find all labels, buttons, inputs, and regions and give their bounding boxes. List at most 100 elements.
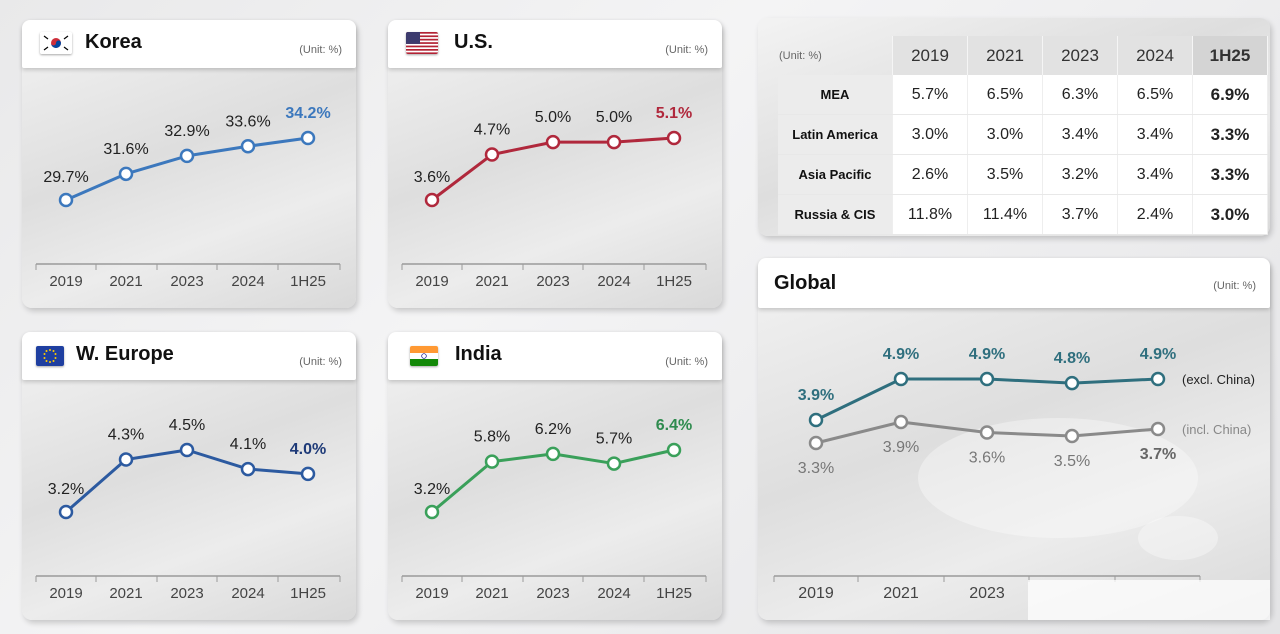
table-cell: 6.9% (1192, 75, 1268, 115)
korea-title: Korea (85, 31, 142, 53)
data-label: 5.1% (656, 105, 692, 122)
data-label: 4.9% (883, 346, 919, 363)
x-tick-label: 2024 (231, 273, 264, 290)
data-label: 32.9% (164, 123, 209, 140)
data-label: 29.7% (43, 169, 88, 186)
column-header: 1H25 (1192, 36, 1268, 75)
table-cell: 6.5% (967, 75, 1043, 115)
region-name: Russia & CIS (778, 194, 893, 235)
table-cell: 11.4% (967, 194, 1043, 235)
data-label: 3.9% (883, 439, 919, 456)
table-cell: 3.0% (1192, 194, 1268, 235)
data-label: 3.9% (798, 387, 834, 404)
data-point (118, 166, 134, 182)
table-cell: 11.8% (892, 194, 968, 235)
x-tick-label: 1H25 (290, 585, 326, 602)
x-tick-label: 1H25 (656, 585, 692, 602)
data-point (979, 425, 995, 440)
us-header: U.S. (Unit: %) (388, 20, 722, 68)
data-point (240, 139, 256, 154)
global-title: Global (774, 272, 837, 294)
data-point (545, 446, 561, 462)
table-row: Russia & CIS 11.8% 11.4% 3.7% 2.4% 3.0% (778, 194, 1268, 235)
region-growth-table: (Unit: %) 2019 2021 2023 2024 1H25 MEA 5… (778, 36, 1268, 235)
data-point (606, 134, 622, 150)
table-cell: 5.7% (892, 75, 968, 115)
global-chart: 3.9% 4.9% 4.9% 4.8% 4.9% (excl. China) 3.3% 3.9… (773, 346, 1270, 620)
x-tick-label: 2023 (536, 273, 569, 290)
india-chart: 2019 2021 2023 2024 1H25 3.2% 5.8% 6.2% 5.7% 6.4% (401, 417, 707, 602)
us-panel: U.S. (Unit: %) 2019 2021 2023 2024 1H25 3.6% 4… (388, 20, 722, 308)
x-tick-label: 2019 (415, 273, 448, 290)
table-row: Latin America 3.0% 3.0% 3.4% 3.4% 3.3% (778, 114, 1268, 155)
india-unit: (Unit: %) (665, 356, 708, 368)
data-label: 4.7% (474, 122, 510, 139)
data-point (179, 442, 195, 458)
data-point (1150, 421, 1166, 437)
weurope-title: W. Europe (76, 343, 174, 365)
x-tick-label: 2024 (231, 585, 264, 602)
korea-header: Korea (Unit: %) (22, 20, 356, 68)
data-point (424, 192, 440, 208)
x-tick-label: 2021 (883, 585, 919, 602)
data-point (118, 452, 134, 467)
table-cell: 3.3% (1192, 114, 1268, 155)
x-tick-label: 2023 (969, 585, 1005, 602)
data-point (606, 456, 622, 471)
global-header: Global (Unit: %) (758, 258, 1270, 308)
weurope-unit: (Unit: %) (299, 356, 342, 368)
table-cell: 2.4% (1117, 194, 1193, 235)
data-label: 4.1% (230, 436, 266, 453)
table-cell: 6.3% (1042, 75, 1118, 115)
table-cell: 3.3% (1192, 154, 1268, 195)
data-label: 3.6% (969, 450, 1005, 467)
data-point (424, 504, 440, 520)
us-unit: (Unit: %) (665, 44, 708, 56)
data-point (179, 148, 195, 164)
x-tick-label: 1H25 (290, 273, 326, 290)
data-label: 3.5% (1054, 453, 1090, 470)
table-cell: 3.4% (1117, 114, 1193, 155)
x-tick-label: 1H25 (656, 273, 692, 290)
table-cell: 2.6% (892, 154, 968, 195)
column-header: 2021 (967, 36, 1043, 75)
data-label: 5.0% (535, 109, 571, 126)
table-row: MEA 5.7% 6.5% 6.3% 6.5% 6.9% (778, 75, 1268, 115)
x-tick-label: 2024 (597, 273, 630, 290)
india-panel: India (Unit: %) 2019 2021 2023 2024 1H25 3.2%… (388, 332, 722, 620)
data-label: 4.9% (1140, 346, 1176, 363)
x-tick-label: 2019 (49, 585, 82, 602)
korea-flag-icon (40, 32, 72, 54)
data-point (893, 414, 909, 430)
korea-chart: 2019 2021 2023 2024 1H25 29.7% 31.6% 32.9% 33.6%… (35, 105, 341, 290)
data-point (666, 442, 682, 458)
data-point (666, 130, 682, 146)
data-point (545, 134, 561, 150)
x-tick-label: 2023 (170, 585, 203, 602)
x-tick-label: 2021 (475, 585, 508, 602)
table-cell: 3.2% (1042, 154, 1118, 195)
table-row: Asia Pacific 2.6% 3.5% 3.2% 3.4% 3.3% (778, 154, 1268, 195)
data-label: 5.8% (474, 429, 510, 446)
data-label: 34.2% (285, 105, 330, 122)
glare-overlay (1028, 580, 1270, 620)
series-line (65, 136, 309, 202)
x-tick-label: 2019 (415, 585, 448, 602)
column-header: 2023 (1042, 36, 1118, 75)
column-header: 2024 (1117, 36, 1193, 75)
background-map-shape (918, 418, 1198, 538)
x-tick-label: 2021 (109, 585, 142, 602)
global-panel: Global (Unit: %) 3.9% 4.9% 4.9% 4.8% 4.9% (ex… (758, 258, 1270, 620)
table-cell: 6.5% (1117, 75, 1193, 115)
us-flag-icon (406, 32, 438, 54)
data-point (484, 454, 500, 469)
data-point (1064, 375, 1080, 391)
x-tick-label: 2023 (536, 585, 569, 602)
india-title: India (455, 343, 502, 365)
x-tick-label: 2023 (170, 273, 203, 290)
weurope-header: W. Europe (Unit: %) (22, 332, 356, 380)
data-label: 4.8% (1054, 350, 1090, 367)
data-label: 5.0% (596, 109, 632, 126)
legend-label: (incl. China) (1182, 422, 1251, 437)
x-tick-label: 2024 (597, 585, 630, 602)
